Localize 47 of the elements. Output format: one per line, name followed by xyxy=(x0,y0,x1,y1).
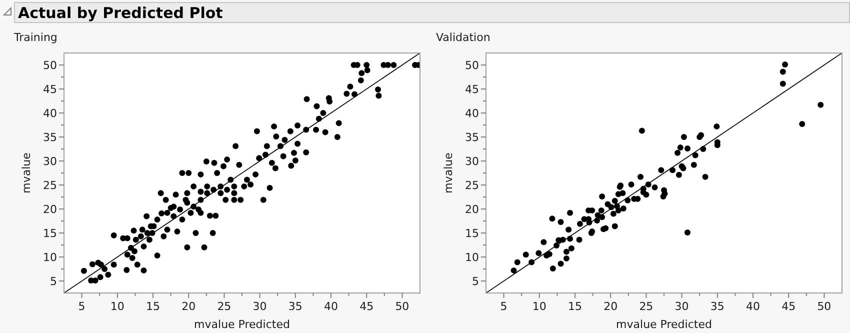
x-tick-label: 10 xyxy=(110,300,124,313)
x-tick-label: 15 xyxy=(146,300,160,313)
y-tick-label: 30 xyxy=(43,155,57,168)
x-tick-label: 15 xyxy=(568,300,582,313)
y-tick-label: 35 xyxy=(43,131,57,144)
chart-subtitle: Validation xyxy=(436,31,490,44)
y-tick-label: 10 xyxy=(465,251,479,264)
x-tick-label: 25 xyxy=(639,300,654,313)
y-tick-label: 5 xyxy=(472,275,479,288)
y-axis-title: mvalue xyxy=(442,152,455,194)
y-tick-label: 15 xyxy=(43,227,57,240)
y-tick-label: 25 xyxy=(43,179,57,192)
y-tick-label: 15 xyxy=(465,227,479,240)
x-axis-title: mvalue Predicted xyxy=(616,318,712,331)
y-tick-label: 50 xyxy=(465,59,479,72)
x-tick-label: 5 xyxy=(500,300,508,313)
y-tick-label: 40 xyxy=(43,107,57,120)
chart-title: Actual by Predicted Plot xyxy=(18,4,223,22)
x-tick-label: 25 xyxy=(217,300,232,313)
x-axis-title: mvalue Predicted xyxy=(194,318,290,331)
x-tick-label: 35 xyxy=(288,300,302,313)
x-tick-label: 30 xyxy=(674,300,689,313)
x-tick-label: 50 xyxy=(817,300,832,313)
x-tick-label: 10 xyxy=(532,300,546,313)
x-tick-label: 30 xyxy=(252,300,267,313)
y-tick-label: 45 xyxy=(43,83,57,96)
x-tick-label: 50 xyxy=(395,300,410,313)
y-tick-label: 50 xyxy=(43,59,57,72)
y-tick-label: 25 xyxy=(465,179,479,192)
x-tick-label: 20 xyxy=(182,300,196,313)
y-tick-label: 30 xyxy=(465,155,479,168)
x-tick-label: 5 xyxy=(78,300,86,313)
x-tick-label: 40 xyxy=(324,300,338,313)
chart-subtitle: Training xyxy=(13,31,58,44)
y-tick-label: 40 xyxy=(465,107,479,120)
y-tick-label: 45 xyxy=(465,83,479,96)
y-tick-label: 5 xyxy=(50,275,57,288)
y-tick-label: 20 xyxy=(43,203,57,216)
x-tick-label: 35 xyxy=(710,300,724,313)
y-tick-label: 20 xyxy=(465,203,479,216)
x-tick-label: 45 xyxy=(782,300,796,313)
y-tick-label: 35 xyxy=(465,131,479,144)
x-tick-label: 20 xyxy=(604,300,618,313)
x-tick-label: 45 xyxy=(360,300,374,313)
y-tick-label: 10 xyxy=(43,251,57,264)
y-axis-title: mvalue xyxy=(20,152,33,194)
x-tick-label: 40 xyxy=(746,300,760,313)
